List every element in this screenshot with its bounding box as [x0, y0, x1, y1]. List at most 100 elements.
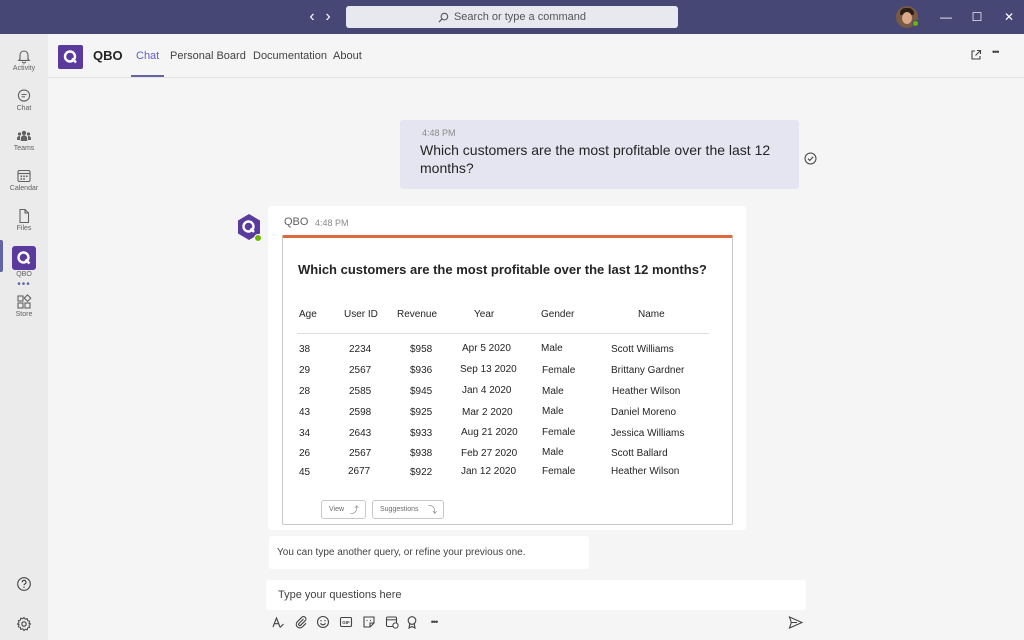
search-icon [438, 12, 449, 23]
sticker-icon[interactable] [362, 615, 376, 629]
search-placeholder: Search or type a command [453, 11, 587, 23]
tab-documentation[interactable]: Documentation [253, 50, 327, 62]
rail-item-qbo[interactable]: QBO [0, 240, 48, 278]
rail-item-activity[interactable]: Activity [0, 42, 48, 80]
active-tab-indicator [131, 75, 164, 77]
table-cell: 2598 [349, 407, 372, 418]
sender-name: QBO [284, 216, 309, 228]
help-button[interactable] [0, 570, 48, 608]
view-button[interactable]: View ⤴ [321, 500, 366, 519]
message-time: 4:48 PM [422, 128, 456, 138]
tab-chat[interactable]: Chat [136, 50, 160, 62]
store-icon [17, 294, 32, 309]
table-cell: $936 [410, 365, 433, 376]
table-cell: Male [542, 386, 564, 397]
gif-icon[interactable]: GIF [339, 615, 353, 629]
column-header: Age [299, 309, 317, 320]
table-cell: Female [542, 427, 576, 438]
more-apps-icon[interactable]: ••• [17, 279, 31, 290]
adaptive-card: Which customers are the most profitable … [282, 235, 733, 525]
settings-button[interactable] [0, 610, 48, 640]
rail-label: Teams [13, 145, 35, 152]
rail-item-chat[interactable]: Chat [0, 82, 48, 120]
bot-avatar-icon [235, 213, 263, 246]
rail-label: QBO [16, 271, 32, 278]
rail-item-calendar[interactable]: Calendar [0, 162, 48, 200]
qbo-app-icon [12, 246, 36, 270]
more-options-icon[interactable]: ••• [430, 617, 438, 627]
table-cell: Scott Williams [611, 344, 674, 355]
table-cell: Female [542, 466, 576, 477]
rail-label: Calendar [9, 185, 39, 192]
table-cell: 38 [299, 344, 311, 355]
column-header: User ID [344, 309, 378, 320]
table-cell: $958 [410, 344, 433, 355]
rail-item-store[interactable]: Store [0, 288, 48, 326]
search-input[interactable]: Search or type a command [346, 6, 678, 28]
teams-icon [17, 130, 31, 141]
table-cell: Heather Wilson [612, 386, 681, 397]
attach-icon[interactable] [294, 615, 308, 629]
table-cell: $925 [410, 407, 433, 418]
user-message: 4:48 PM Which customers are the most pro… [400, 120, 799, 189]
tab-personal-board[interactable]: Personal Board [170, 50, 246, 62]
read-receipt-icon [804, 152, 817, 170]
help-icon [17, 577, 31, 591]
table-cell: Mar 2 2020 [462, 407, 513, 418]
divider [297, 333, 709, 334]
gear-icon [16, 616, 32, 632]
active-indicator [0, 240, 3, 272]
table-cell: 2585 [349, 386, 372, 397]
popout-icon[interactable] [970, 49, 982, 64]
view-button-label: View [329, 506, 345, 513]
table-cell: 2567 [349, 365, 372, 376]
send-icon[interactable] [788, 615, 804, 635]
suggestions-button-label: Suggestions [380, 506, 419, 513]
table-cell: Feb 27 2020 [461, 448, 518, 459]
table-cell: 45 [299, 467, 311, 478]
rail-item-files[interactable]: Files [0, 202, 48, 240]
maximize-icon[interactable]: ☐ [971, 10, 983, 24]
close-icon[interactable]: ✕ [1003, 10, 1015, 24]
rail-label: Activity [12, 65, 36, 72]
table-cell: Sep 13 2020 [460, 364, 517, 375]
bell-icon [17, 50, 31, 64]
back-arrow-icon[interactable]: ‹ [309, 8, 315, 25]
qbo-logo-icon [58, 45, 83, 69]
title-bar: ‹ › Search or type a command — ☐ ✕ [0, 0, 1024, 34]
arrow-up-icon: ⤴ [349, 505, 359, 515]
app-title: QBO [93, 48, 123, 63]
schedule-meeting-icon[interactable] [385, 615, 399, 629]
table-cell: 2234 [349, 344, 372, 355]
format-icon[interactable] [271, 615, 285, 629]
table-cell: Jan 4 2020 [462, 385, 512, 396]
table-cell: Jan 12 2020 [461, 466, 517, 477]
table-cell: 2643 [349, 428, 372, 439]
bot-presence-badge [254, 234, 262, 242]
table-cell: $933 [410, 428, 433, 439]
column-header: Name [638, 309, 665, 320]
message-input[interactable] [266, 580, 806, 610]
table-cell: Scott Ballard [611, 448, 668, 459]
presence-badge [912, 20, 919, 27]
tab-about[interactable]: About [333, 50, 362, 62]
table-cell: 2677 [348, 466, 371, 477]
table-cell: $945 [410, 386, 433, 397]
bot-message: QBO 4:48 PM Which customers are the most… [268, 206, 746, 530]
table-cell: Heather Wilson [611, 466, 680, 477]
table-cell: 2567 [349, 448, 372, 459]
compose-box[interactable] [266, 580, 806, 610]
more-options-icon[interactable]: ••• [992, 47, 1000, 57]
praise-icon[interactable] [405, 615, 419, 629]
rail-item-teams[interactable]: Teams [0, 122, 48, 160]
card-title: Which customers are the most profitable … [298, 262, 707, 277]
emoji-icon[interactable] [316, 615, 330, 629]
table-cell: $938 [410, 448, 433, 459]
column-header: Gender [541, 309, 575, 320]
suggestions-button[interactable]: Suggestions ⤵ [372, 500, 444, 519]
table-cell: Aug 21 2020 [461, 427, 518, 438]
minimize-icon[interactable]: — [940, 10, 952, 24]
forward-arrow-icon[interactable]: › [325, 8, 331, 25]
column-header: Year [474, 309, 495, 320]
table-cell: 28 [299, 386, 311, 397]
